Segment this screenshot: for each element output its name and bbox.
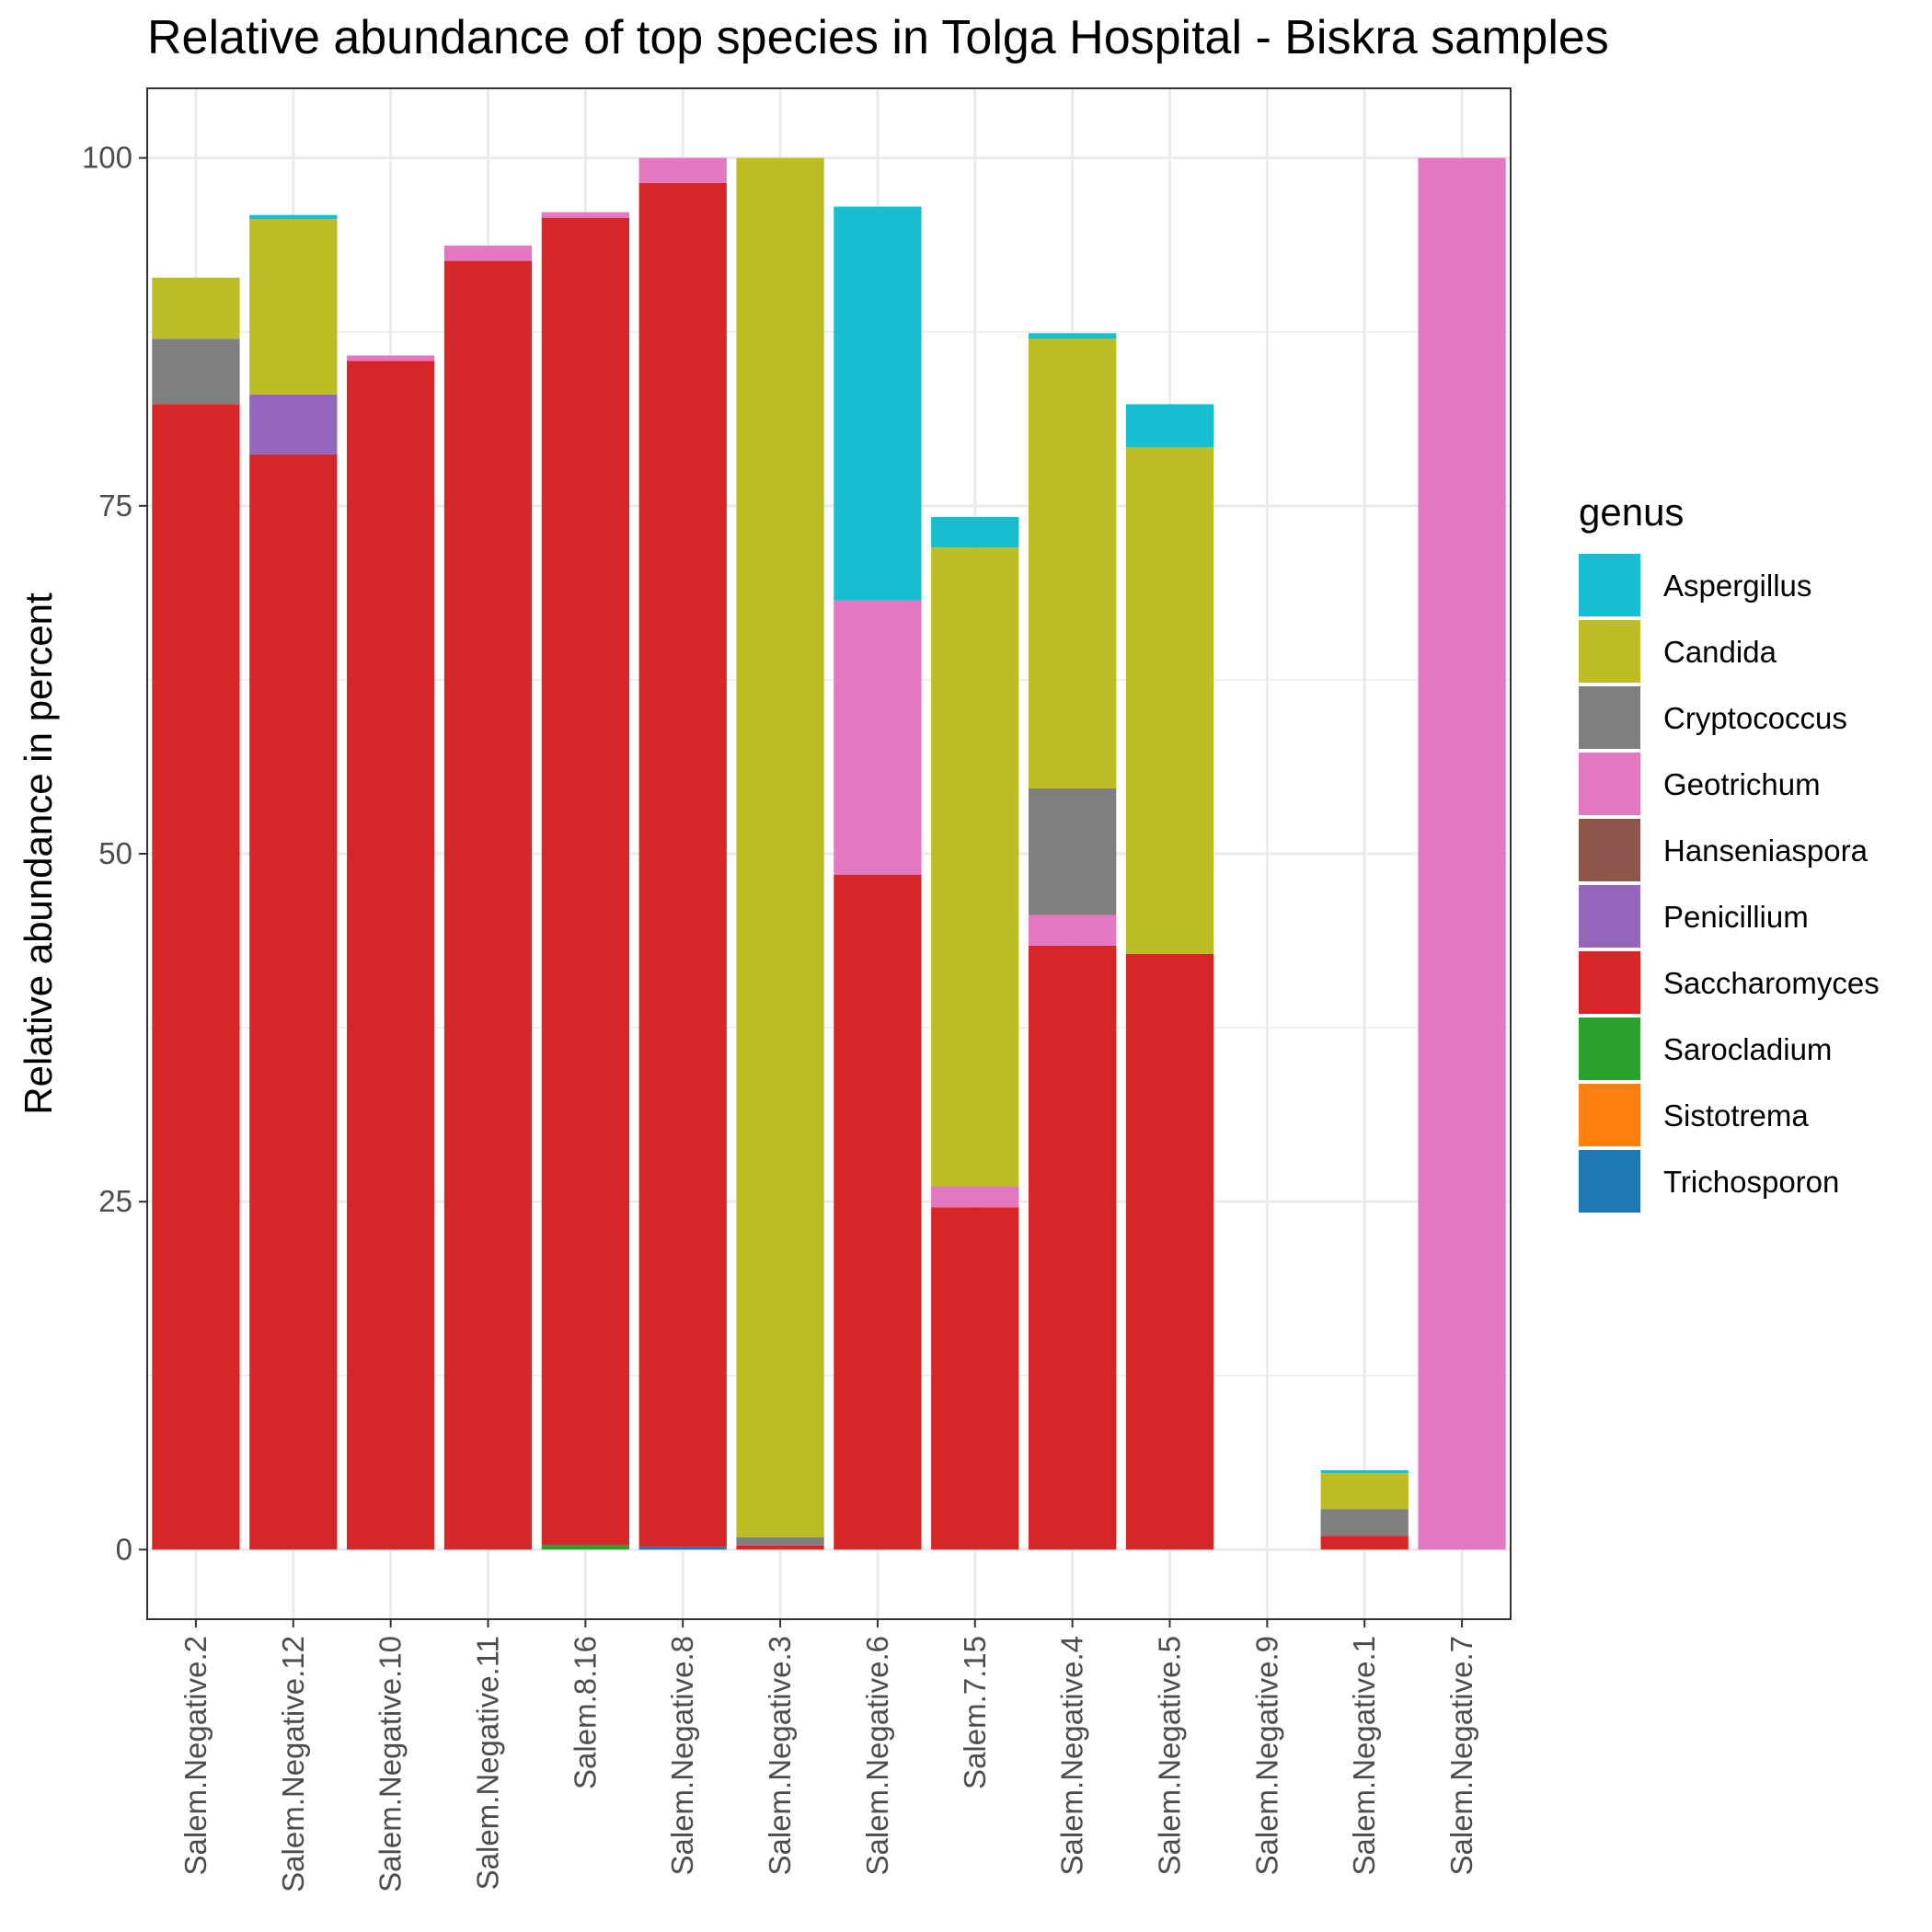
x-tick-label: Salem.Negative.4 <box>1055 1636 1089 1875</box>
bar-segment <box>931 1207 1019 1550</box>
bar-segment <box>1320 1473 1409 1510</box>
x-tick-label: Salem.Negative.6 <box>860 1636 894 1875</box>
bar-segment <box>541 212 629 218</box>
bar-segment <box>834 600 922 875</box>
bar-segment <box>736 1545 824 1550</box>
legend-key <box>1579 885 1640 948</box>
legend-label: Cryptococcus <box>1663 701 1847 735</box>
x-tick-label: Salem.Negative.3 <box>763 1636 797 1875</box>
bar-segment <box>152 277 240 339</box>
bar-segment <box>638 182 727 1547</box>
x-tick-label: Salem.Negative.10 <box>374 1636 408 1892</box>
legend-label: Aspergillus <box>1663 569 1811 603</box>
bar-segment <box>834 206 922 601</box>
bar-segment <box>834 874 922 1550</box>
x-tick-label: Salem.Negative.5 <box>1153 1636 1187 1875</box>
legend: genus Aspergillus Candida Cryptococcus Geot… <box>1579 490 1880 1213</box>
legend-label: Trichosporon <box>1663 1165 1839 1199</box>
legend-title: genus <box>1579 490 1684 534</box>
x-tick-label: Salem.Negative.1 <box>1347 1636 1381 1875</box>
legend-key <box>1579 1084 1640 1146</box>
x-tick-label: Salem.Negative.7 <box>1444 1636 1478 1875</box>
bar-segment <box>931 547 1019 1187</box>
bar-segment <box>443 260 533 1550</box>
legend-key <box>1579 819 1640 881</box>
bar-segment <box>443 245 533 261</box>
bar-segment <box>1029 339 1117 788</box>
bar-segment <box>1029 333 1117 339</box>
bar-segment <box>638 1547 727 1550</box>
y-tick-label: 50 <box>98 836 132 870</box>
bar-segment <box>1029 945 1117 1550</box>
x-tick-label: Salem.7.15 <box>958 1636 992 1789</box>
bar-segment <box>1029 788 1117 915</box>
axes: 0 25 50 75 100 Salem.Negative.2 Salem.Negative… <box>82 141 1478 1892</box>
bars <box>152 157 1506 1550</box>
legend-key <box>1579 951 1640 1014</box>
x-tick-label: Salem.Negative.8 <box>665 1636 699 1875</box>
bar-segment <box>541 217 629 1546</box>
y-tick-label: 100 <box>82 141 132 175</box>
bar-segment <box>249 214 338 220</box>
bar-segment <box>1125 404 1214 448</box>
legend-key <box>1579 620 1640 683</box>
bar-segment <box>638 157 727 183</box>
legend-label: Candida <box>1663 635 1777 669</box>
bar-segment <box>1029 914 1117 946</box>
legend-label: Penicillium <box>1663 900 1809 934</box>
bar-segment <box>736 157 824 1537</box>
y-axis-title: Relative abundance in percent <box>17 592 60 1115</box>
bar-segment <box>736 1536 824 1546</box>
legend-key <box>1579 1150 1640 1213</box>
legend-label: Sarocladium <box>1663 1032 1832 1066</box>
bar-segment <box>931 1186 1019 1208</box>
legend-key <box>1579 1018 1640 1080</box>
legend-label: Hanseniaspora <box>1663 834 1869 868</box>
x-tick-label: Salem.Negative.11 <box>471 1636 505 1890</box>
legend-key <box>1579 686 1640 749</box>
x-tick-label: Salem.8.16 <box>568 1636 602 1789</box>
legend-key <box>1579 554 1640 616</box>
legend-key <box>1579 753 1640 815</box>
bar-segment <box>347 355 435 362</box>
bar-segment <box>152 404 240 1550</box>
bar-segment <box>1320 1509 1409 1536</box>
x-tick-label: Salem.Negative.9 <box>1249 1636 1283 1875</box>
x-tick-label: Salem.Negative.2 <box>178 1636 213 1875</box>
bar-segment <box>347 361 435 1550</box>
bar-segment <box>249 219 338 395</box>
x-tick-label: Salem.Negative.12 <box>276 1636 310 1892</box>
chart-title: Relative abundance of top species in Tol… <box>147 11 1609 64</box>
bar-segment <box>152 339 240 405</box>
bar-segment <box>1125 953 1214 1550</box>
bar-segment <box>249 454 338 1550</box>
bar-segment <box>249 394 338 454</box>
y-tick-label: 0 <box>116 1532 132 1566</box>
y-tick-label: 75 <box>98 489 132 523</box>
y-tick-label: 25 <box>98 1184 132 1218</box>
bar-segment <box>1418 157 1506 1550</box>
bar-segment <box>1125 447 1214 954</box>
bar-segment <box>1320 1535 1409 1550</box>
legend-label: Geotrichum <box>1663 767 1821 801</box>
bar-segment <box>931 516 1019 548</box>
bar-segment <box>1320 1470 1409 1474</box>
legend-label: Sistotrema <box>1663 1098 1809 1133</box>
bar-segment <box>541 1545 629 1550</box>
legend-label: Saccharomyces <box>1663 966 1880 1000</box>
